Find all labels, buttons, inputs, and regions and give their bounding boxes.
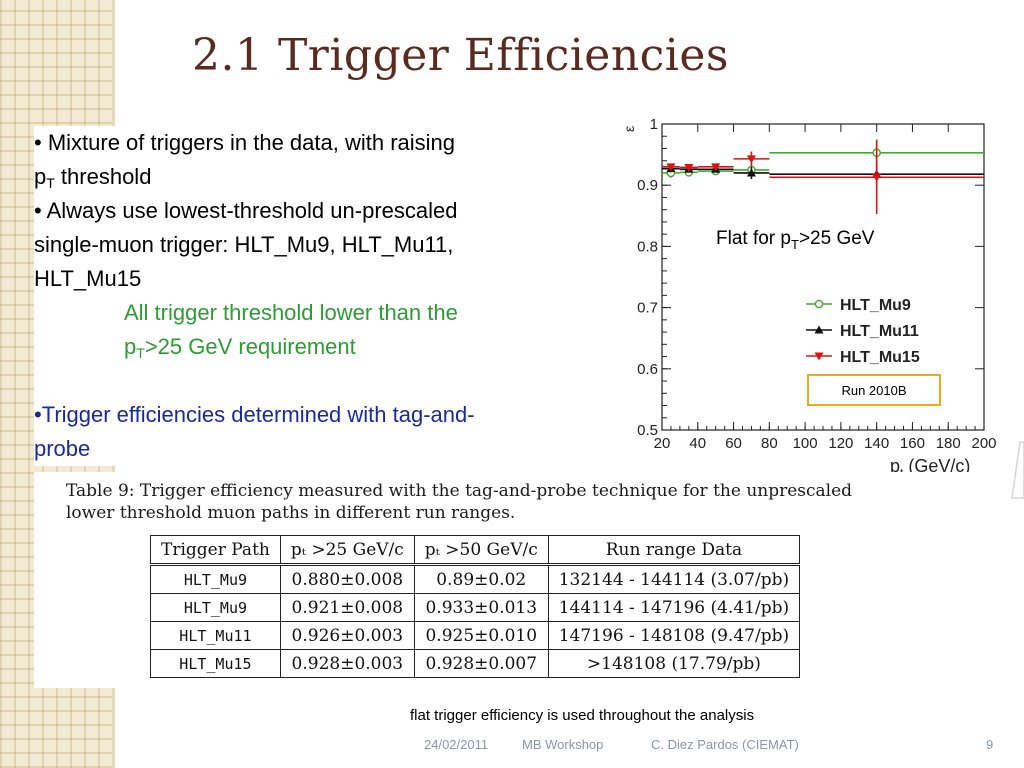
y-axis-label: ε [621,126,637,132]
y-tick-label: 0.8 [637,238,658,255]
table-caption-line1: Table 9: Trigger efficiency measured wit… [66,481,853,501]
y-tick-label: 0.7 [637,300,658,317]
footer-page-number: 9 [986,737,994,752]
legend-label: HLT_Mu15 [840,349,920,366]
cell-path: HLT_Mu9 [150,564,281,594]
cell-path: HLT_Mu9 [150,593,281,622]
efficiency-table: Trigger Path pₜ >25 GeV/c pₜ >50 GeV/c R… [150,535,801,678]
header-pt25: pₜ >25 GeV/c [279,535,415,565]
y-tick-label: 1 [650,118,658,133]
data-point [711,163,721,172]
legend-label: HLT_Mu11 [840,323,919,340]
bullet-text-box: • Mixture of triggers in the data, with … [34,126,618,466]
legend-marker [814,299,824,309]
bullet-1-line2: pT threshold [34,164,152,191]
cell-eff50: 0.89±0.02 [413,564,549,594]
cell-eff50: 0.925±0.010 [413,621,549,650]
x-tick-label: 20 [654,435,671,452]
data-point [746,168,756,177]
cell-run-range: 144114 - 147196 (4.41/pb) [547,593,801,622]
x-tick-label: 40 [689,435,706,452]
cell-eff25: 0.928±0.003 [279,649,415,678]
table-header-row: Trigger Path pₜ >25 GeV/c pₜ >50 GeV/c R… [150,535,801,565]
x-tick-label: 140 [864,435,889,452]
y-tick-label: 0.6 [637,361,658,378]
bottom-note: flat trigger efficiency is used througho… [410,707,755,724]
x-tick-label: 180 [936,435,961,452]
cell-eff25: 0.880±0.008 [279,564,415,594]
legend-marker [814,352,824,361]
cell-eff25: 0.926±0.003 [279,621,415,650]
flat-annotation: Flat for pT>25 GeV [716,228,875,252]
x-tick-label: 120 [828,435,853,452]
slide-title: 2.1 Trigger Efficiencies [192,30,729,81]
legend-label: HLT_Mu9 [840,297,911,314]
bullet-2-line2: single-muon trigger: HLT_Mu9, HLT_Mu11, [34,232,454,257]
table-row: HLT_Mu15 0.928±0.003 0.928±0.007 >148108… [150,649,801,678]
spacer [34,364,614,398]
table-caption-line2: lower threshold muon paths in different … [66,503,516,523]
x-tick-label: 200 [971,435,996,452]
cell-path: HLT_Mu15 [150,649,281,678]
cell-eff50: 0.928±0.007 [413,649,549,678]
cell-eff50: 0.933±0.013 [413,593,549,622]
cell-eff25: 0.921±0.008 [279,593,415,622]
table-caption: Table 9: Trigger efficiency measured wit… [66,480,996,524]
cell-run-range: 147196 - 148108 (9.47/pb) [547,621,801,650]
table-row: HLT_Mu11 0.926±0.003 0.925±0.010 147196 … [150,621,801,650]
y-tick-label: 0.5 [637,422,658,439]
header-run-range: Run range Data [547,535,801,565]
header-trigger-path: Trigger Path [150,535,281,565]
x-tick-label: 100 [793,435,818,452]
efficiency-chart: 20 40 60 80 100 120 140 160 180 200 0.5 0.6 0.7 0.8 0.… [620,118,1000,478]
data-point [684,163,694,172]
chart-svg: 20 40 60 80 100 120 140 160 180 200 0.5 0.6 0.7 0.8 0.… [621,118,997,478]
legend-marker [814,325,824,334]
run-label: Run 2010B [841,383,906,398]
cell-path: HLT_Mu11 [150,621,281,650]
footer-date: 24/02/2011 [424,737,489,752]
bullet-3-line2: probe [34,436,91,461]
table-row: HLT_Mu9 0.880±0.008 0.89±0.02 132144 - 1… [150,564,801,594]
cell-run-range: 132144 - 144114 (3.07/pb) [547,564,801,594]
data-point [746,155,756,164]
data-point [872,173,882,182]
footer-author: C. Diez Pardos (CIEMAT) [651,737,799,752]
bullet-3-line1: •Trigger efficiencies determined with ta… [34,402,475,427]
green-note-line1: All trigger threshold lower than the [124,300,458,325]
x-tick-label: 160 [900,435,925,452]
x-tick-label: 80 [761,435,778,452]
data-point [666,163,676,172]
run-label-box [807,374,941,406]
green-note-line2: pT>25 GeV requirement [124,334,356,361]
bullet-2-line3: HLT_Mu15 [34,266,142,291]
y-tick-label: 0.9 [637,177,658,194]
header-pt50: pₜ >50 GeV/c [413,535,549,565]
bullet-2-line1: • Always use lowest-threshold un-prescal… [34,198,458,223]
footer-event: MB Workshop [522,737,604,752]
table-row: HLT_Mu9 0.921±0.008 0.933±0.013 144114 -… [150,593,801,622]
cell-run-range: >148108 (17.79/pb) [547,649,801,678]
x-tick-label: 60 [725,435,742,452]
bullet-1-line1: • Mixture of triggers in the data, with … [34,130,455,155]
decorative-corner-shape [1011,441,1024,499]
